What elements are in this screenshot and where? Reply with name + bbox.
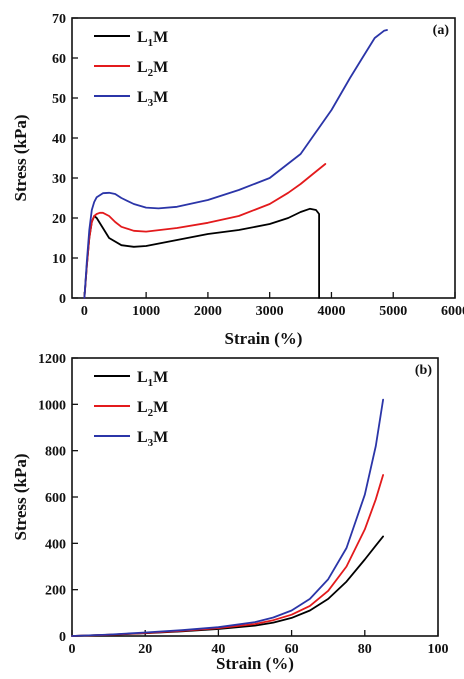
y-tick-label: 0 xyxy=(59,292,66,307)
x-tick-label: 100 xyxy=(428,642,449,657)
y-tick-label: 1200 xyxy=(38,352,66,367)
x-axis-title: Strain (%) xyxy=(225,329,303,348)
y-axis-title: Stress (kPa) xyxy=(11,453,30,540)
series-line-l3m xyxy=(71,398,385,637)
y-tick-label: 400 xyxy=(45,537,66,552)
series-line-l1m xyxy=(71,535,385,637)
panel-label: (b) xyxy=(415,363,432,378)
series-line-l1m xyxy=(83,207,321,299)
y-tick-label: 800 xyxy=(45,445,66,460)
x-tick-label: 60 xyxy=(285,642,299,657)
x-tick-label: 40 xyxy=(211,642,225,657)
y-tick-label: 60 xyxy=(52,52,66,67)
series-line-l2m xyxy=(83,163,327,299)
x-axis-title: Strain (%) xyxy=(216,654,294,673)
y-tick-label: 10 xyxy=(52,252,66,267)
panel-label: (a) xyxy=(433,23,450,38)
legend-label: L1M xyxy=(137,29,168,49)
legend-label: L1M xyxy=(137,369,168,389)
y-tick-label: 70 xyxy=(52,12,66,27)
y-tick-label: 20 xyxy=(52,212,66,227)
y-tick-label: 40 xyxy=(52,132,66,147)
x-tick-label: 1000 xyxy=(132,304,160,319)
legend-label: L2M xyxy=(137,59,168,79)
x-tick-label: 0 xyxy=(81,304,88,319)
series-line-l3m xyxy=(83,29,388,299)
legend-label: L2M xyxy=(137,399,168,419)
x-tick-label: 20 xyxy=(138,642,152,657)
x-tick-label: 2000 xyxy=(194,304,222,319)
plot-frame xyxy=(71,17,456,299)
legend-label: L3M xyxy=(137,89,168,109)
y-tick-label: 0 xyxy=(59,630,66,645)
x-tick-label: 3000 xyxy=(256,304,284,319)
x-tick-label: 80 xyxy=(358,642,372,657)
y-axis-title: Stress (kPa) xyxy=(11,114,30,201)
y-tick-label: 200 xyxy=(45,584,66,599)
x-tick-label: 5000 xyxy=(379,304,407,319)
y-tick-label: 50 xyxy=(52,92,66,107)
y-tick-label: 1000 xyxy=(38,398,66,413)
series-line-l2m xyxy=(71,474,385,637)
x-tick-label: 4000 xyxy=(317,304,345,319)
y-tick-label: 30 xyxy=(52,172,66,187)
y-tick-label: 600 xyxy=(45,491,66,506)
legend-label: L3M xyxy=(137,429,168,449)
chart-panel-b: 0 20 40 60 80 100020040060080010001200Strain … xyxy=(11,352,449,673)
x-tick-label: 0 xyxy=(69,642,76,657)
